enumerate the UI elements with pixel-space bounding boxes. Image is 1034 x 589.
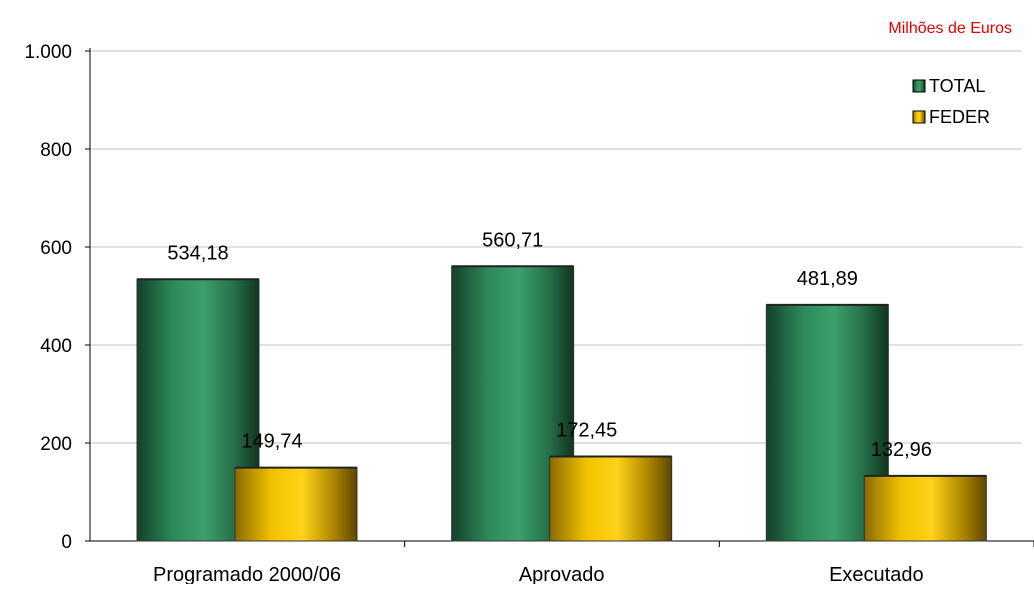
unit-label: Milhões de Euros (888, 20, 1012, 37)
y-tick-label: 200 (40, 434, 72, 455)
legend-swatch-total (912, 79, 926, 93)
data-label-feder: 149,74 (241, 431, 302, 453)
y-tick-label: 1.000 (24, 42, 72, 63)
y-tick-label: 0 (61, 532, 72, 553)
x-tick-label: Programado 2000/06 (153, 564, 341, 584)
x-tick-label: Aprovado (519, 564, 605, 584)
y-tick-label: 600 (40, 238, 72, 259)
bars (136, 265, 987, 542)
legend-label-total: TOTAL (929, 76, 985, 96)
y-tick-label: 400 (40, 336, 72, 357)
x-tick-label: Executado (829, 564, 924, 584)
bar-feder (863, 475, 987, 542)
data-label-total: 560,71 (482, 229, 543, 251)
bar-feder (234, 467, 358, 542)
data-label-feder: 172,45 (556, 419, 617, 441)
legend: TOTAL FEDER (912, 76, 990, 127)
x-tick-labels: Programado 2000/06 Aprovado Executado (153, 564, 924, 586)
data-labels: 534,18 149,74 560,71 172,45 481,89 132,96 (167, 229, 932, 461)
data-label-total: 481,89 (797, 268, 858, 290)
data-label-total: 534,18 (167, 242, 228, 264)
data-label-feder: 132,96 (871, 439, 932, 461)
y-tick-labels: 0 200 400 600 800 1.000 (24, 42, 72, 553)
legend-swatch-feder (912, 110, 926, 124)
bar-feder (549, 455, 673, 542)
y-tick-label: 800 (40, 140, 72, 161)
legend-label-feder: FEDER (929, 107, 990, 127)
